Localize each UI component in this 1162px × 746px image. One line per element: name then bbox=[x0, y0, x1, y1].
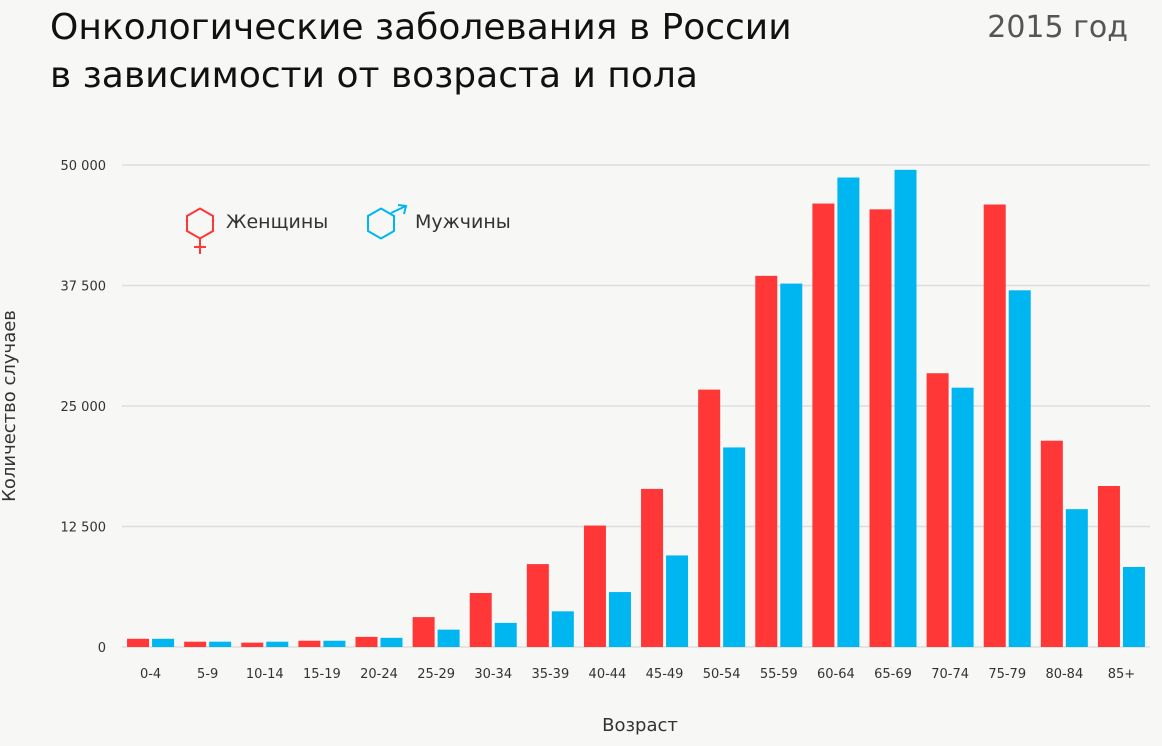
bar-women-70-74 bbox=[926, 373, 949, 647]
bar-men-30-34 bbox=[494, 622, 517, 647]
bar-men-10-14 bbox=[266, 641, 289, 647]
chart-title-line-1: Онкологические заболевания в России bbox=[50, 7, 792, 48]
chart-year: 2015 год bbox=[987, 10, 1128, 45]
bar-women-30-34 bbox=[469, 593, 492, 647]
x-tick-label: 75-79 bbox=[988, 667, 1026, 682]
bar-women-50-54 bbox=[698, 389, 721, 647]
x-tick-label: 20-24 bbox=[360, 667, 398, 682]
bar-women-45-49 bbox=[641, 488, 664, 647]
x-tick-label: 40-44 bbox=[589, 667, 627, 682]
bar-men-0-4 bbox=[152, 638, 175, 647]
x-tick-label: 45-49 bbox=[646, 667, 684, 682]
bar-men-60-64 bbox=[837, 177, 860, 648]
male-symbol-icon bbox=[367, 204, 408, 240]
y-tick-label: 37 500 bbox=[61, 280, 107, 295]
bar-women-15-19 bbox=[298, 640, 321, 647]
bar-women-5-9 bbox=[184, 641, 207, 647]
y-tick-label: 50 000 bbox=[61, 159, 107, 174]
chart-title-line-2: в зависимости от возраста и пола bbox=[50, 55, 698, 96]
bar-women-20-24 bbox=[355, 636, 378, 647]
x-tick-label: 5-9 bbox=[197, 667, 218, 682]
bars-group bbox=[127, 169, 1145, 648]
bar-men-75-79 bbox=[1008, 290, 1031, 647]
bar-men-70-74 bbox=[951, 387, 974, 647]
female-symbol-icon bbox=[186, 207, 214, 254]
bar-men-50-54 bbox=[723, 447, 746, 647]
x-tick-label: 10-14 bbox=[246, 667, 284, 682]
bar-men-15-19 bbox=[323, 640, 346, 647]
y-axis-label: Количество случаев bbox=[0, 310, 20, 502]
x-tick-label: 50-54 bbox=[703, 667, 741, 682]
x-tick-label: 70-74 bbox=[931, 667, 969, 682]
y-tick-label: 25 000 bbox=[61, 400, 107, 415]
bar-women-55-59 bbox=[755, 275, 778, 647]
chart-title: Онкологические заболевания в России в за… bbox=[50, 4, 792, 100]
bar-men-25-29 bbox=[437, 629, 460, 647]
x-tick-label: 30-34 bbox=[474, 667, 512, 682]
x-tick-label: 25-29 bbox=[417, 667, 455, 682]
x-tick-label: 0-4 bbox=[140, 667, 161, 682]
bar-men-45-49 bbox=[666, 555, 689, 647]
bar-women-25-29 bbox=[412, 617, 435, 647]
bar-men-35-39 bbox=[551, 611, 574, 647]
x-tick-label: 80-84 bbox=[1045, 667, 1083, 682]
bar-women-0-4 bbox=[127, 638, 150, 647]
bar-women-80-84 bbox=[1040, 440, 1063, 647]
x-tick-label: 85+ bbox=[1108, 667, 1135, 682]
bar-men-40-44 bbox=[608, 592, 631, 647]
bar-men-5-9 bbox=[209, 641, 232, 647]
grid-lines bbox=[122, 164, 1150, 648]
bar-men-80-84 bbox=[1065, 509, 1088, 647]
bar-men-55-59 bbox=[780, 283, 803, 647]
bar-men-20-24 bbox=[380, 637, 403, 647]
bar-women-75-79 bbox=[983, 204, 1006, 648]
y-axis-ticks: 0 12 500 25 000 37 500 50 000 bbox=[61, 159, 107, 656]
bar-men-65-69 bbox=[894, 169, 917, 647]
bar-women-10-14 bbox=[241, 642, 264, 647]
x-tick-label: 60-64 bbox=[817, 667, 855, 682]
x-axis-ticks: 0-4 5-9 10-14 15-19 20-24 25-29 30-34 35-39 40-4… bbox=[140, 667, 1135, 682]
legend-women-label: Женщины bbox=[226, 211, 329, 233]
y-tick-label: 12 500 bbox=[61, 521, 107, 536]
bar-women-65-69 bbox=[869, 209, 892, 647]
legend-men-label: Мужчины bbox=[415, 211, 511, 233]
bar-women-85+ bbox=[1097, 486, 1120, 647]
bar-men-85+ bbox=[1122, 566, 1145, 647]
bar-women-60-64 bbox=[812, 203, 835, 647]
x-tick-label: 55-59 bbox=[760, 667, 798, 682]
x-tick-label: 65-69 bbox=[874, 667, 912, 682]
y-tick-label: 0 bbox=[98, 641, 106, 656]
bar-women-35-39 bbox=[526, 564, 549, 647]
bar-women-40-44 bbox=[583, 525, 606, 647]
x-axis-label: Возраст bbox=[602, 715, 678, 736]
x-tick-label: 15-19 bbox=[303, 667, 341, 682]
x-tick-label: 35-39 bbox=[531, 667, 569, 682]
